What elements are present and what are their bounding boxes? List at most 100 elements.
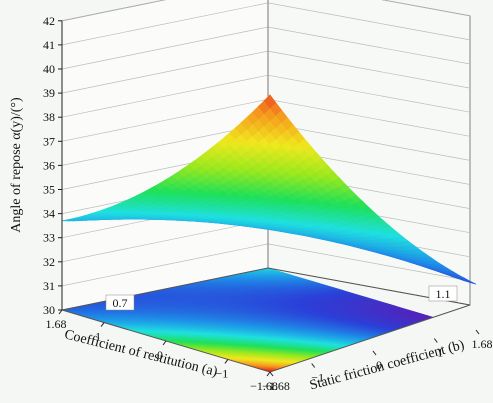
- floor-cell: [457, 325, 465, 328]
- floor-cell: [365, 349, 374, 353]
- floor-cell: [431, 336, 440, 339]
- floor-cell: [441, 333, 451, 337]
- b-tick-mark: [433, 338, 438, 343]
- floor-cell: [420, 325, 429, 328]
- floor-cell: [391, 333, 400, 336]
- floor-cell: [413, 330, 421, 333]
- floor-cell: [435, 324, 443, 327]
- floor-cell: [460, 330, 470, 333]
- floor-cell: [343, 348, 351, 351]
- contour-label: 0.7: [113, 296, 128, 310]
- floor-cell: [365, 345, 373, 349]
- z-tick-label: 31: [43, 279, 55, 293]
- floor-cell: [446, 327, 454, 330]
- floor-cell: [405, 333, 414, 337]
- floor-cell: [376, 341, 384, 345]
- floor-cell: [361, 350, 370, 353]
- floor-cell: [358, 347, 366, 350]
- floor-cell: [413, 325, 421, 328]
- floor-cell: [394, 332, 403, 335]
- floor-cell: [409, 333, 418, 336]
- z-axis-title: Angle of repose α(y)/(°): [9, 97, 24, 233]
- floor-cell: [402, 334, 410, 338]
- floor-cell: [413, 339, 421, 343]
- floor-cell: [310, 359, 318, 362]
- floor-cell: [424, 324, 432, 328]
- floor-cell: [321, 354, 329, 358]
- floor-cell: [325, 357, 334, 361]
- floor-cell: [461, 326, 469, 329]
- floor-cell: [383, 336, 392, 339]
- floor-cell: [439, 330, 447, 334]
- floor-cell: [383, 344, 392, 347]
- floor-cell: [380, 335, 388, 338]
- floor-cell: [405, 335, 414, 339]
- floor-cell: [435, 326, 443, 329]
- a-tick-mark: [100, 322, 105, 327]
- floor-cell: [347, 349, 356, 353]
- floor-cell: [445, 323, 455, 327]
- floor-cell: [387, 337, 395, 341]
- floor-cell: [398, 337, 407, 340]
- floor-cell: [391, 331, 399, 334]
- floor-cell: [291, 364, 301, 368]
- floor-cell: [369, 347, 377, 350]
- floor-cell: [446, 333, 455, 336]
- floor-cell: [394, 341, 403, 345]
- floor-cell: [394, 343, 404, 347]
- z-tick-label: 30: [43, 303, 55, 317]
- floor-cell: [306, 359, 315, 363]
- floor-cell: [431, 319, 439, 322]
- floor-cell: [402, 332, 410, 336]
- floor-cell: [431, 326, 440, 330]
- floor-cell: [420, 336, 429, 339]
- floor-cell: [424, 335, 432, 339]
- floor-cell: [464, 327, 470, 330]
- floor-cell: [391, 342, 399, 345]
- floor-cell: [405, 328, 414, 331]
- floor-cell: [431, 328, 440, 332]
- floor-cell: [449, 324, 458, 328]
- floor-cell: [406, 341, 414, 344]
- floor-cell: [369, 345, 377, 348]
- floor-cell: [357, 351, 367, 354]
- floor-cell: [413, 328, 421, 332]
- floor-cell: [317, 357, 326, 360]
- floor-cell: [416, 335, 425, 338]
- floor-cell: [339, 353, 348, 356]
- floor-cell: [405, 337, 414, 341]
- floor-cell: [382, 338, 392, 341]
- floor-cell: [365, 342, 373, 345]
- floor-cell: [361, 344, 370, 348]
- z-tick-label: 33: [43, 231, 55, 245]
- floor-cell: [376, 339, 384, 343]
- b-tick-label: −1.68: [262, 379, 290, 393]
- floor-cell: [431, 332, 440, 335]
- floor-cell: [398, 339, 407, 342]
- floor-cell: [350, 352, 359, 356]
- b-tick-mark: [372, 350, 377, 356]
- floor-cell: [446, 331, 454, 334]
- floor-cell: [413, 338, 421, 341]
- floor-cell: [325, 354, 333, 357]
- z-tick-label: 42: [43, 14, 55, 28]
- floor-cell: [365, 347, 374, 351]
- floor-cell: [442, 322, 451, 326]
- z-tick-label: 34: [43, 207, 55, 221]
- floor-cell: [320, 358, 329, 362]
- floor-cell: [453, 324, 462, 327]
- b-tick-mark: [269, 371, 274, 377]
- floor-cell: [408, 340, 419, 344]
- floor-cell: [442, 326, 451, 329]
- floor-cell: [339, 351, 348, 354]
- floor-cell: [438, 321, 447, 325]
- a-tick-label: 1.68: [46, 317, 67, 331]
- floor-cell: [372, 338, 381, 342]
- floor-cell: [361, 342, 370, 346]
- floor-cell: [305, 361, 316, 365]
- floor-cell: [401, 340, 410, 343]
- floor-cell: [358, 349, 366, 352]
- floor-cell: [435, 329, 443, 333]
- floor-cell: [321, 356, 329, 360]
- floor-cell: [446, 325, 454, 329]
